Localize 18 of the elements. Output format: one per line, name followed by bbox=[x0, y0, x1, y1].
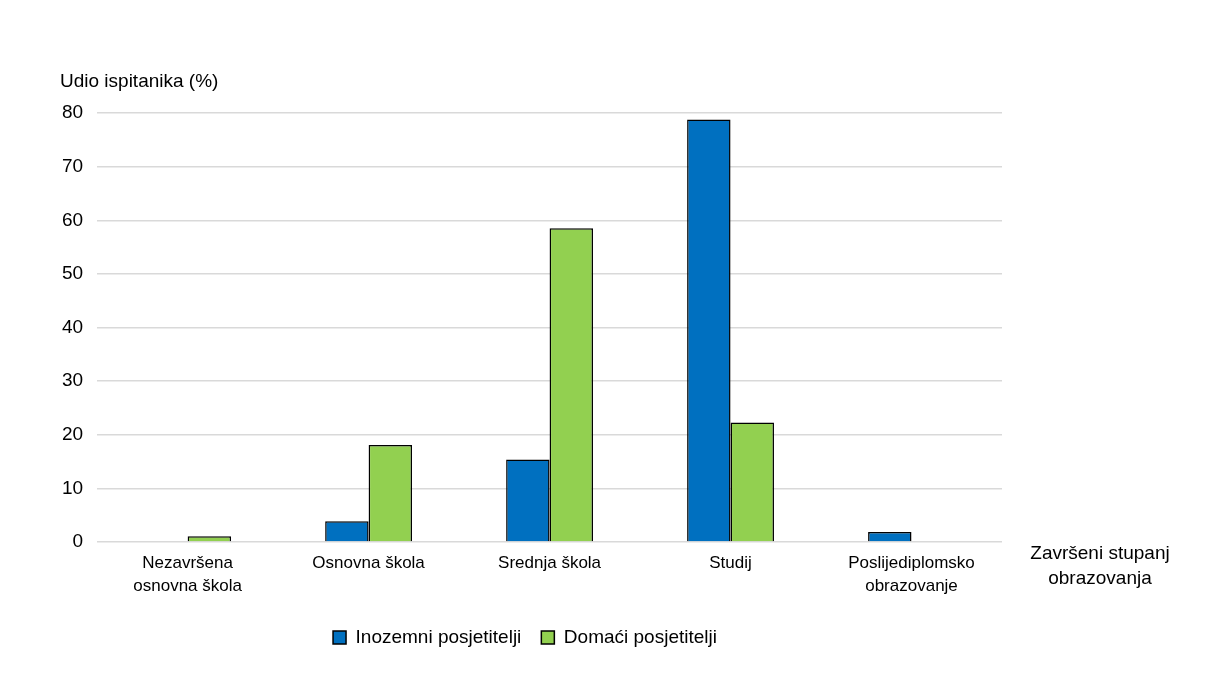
y-tick-label: 50 bbox=[61, 262, 84, 284]
x-tick-label: Nezavršena osnovna škola bbox=[133, 553, 243, 596]
y-tick-label: 0 bbox=[72, 530, 84, 552]
y-tick-label: 60 bbox=[61, 208, 84, 230]
y-tick-label: 30 bbox=[61, 369, 84, 391]
legend-label: Domaći posjetitelji bbox=[563, 625, 717, 647]
y-tick-label: 40 bbox=[61, 315, 84, 337]
x-tick-label: Srednja škola bbox=[498, 553, 602, 573]
x-tick-label: Studij bbox=[709, 553, 752, 573]
x-axis-title: Završeni stupanj obrazovanja bbox=[1030, 542, 1170, 589]
y-axis-title: Udio ispitanika (%) bbox=[60, 69, 219, 91]
legend-label: Inozemni posjetitelji bbox=[355, 625, 522, 647]
x-tick-label: Osnovna škola bbox=[312, 553, 426, 573]
y-tick-label: 70 bbox=[61, 154, 84, 176]
y-tick-label: 80 bbox=[61, 101, 84, 123]
x-tick-label: Poslijediplomsko obrazovanje bbox=[848, 553, 975, 596]
y-tick-label: 20 bbox=[61, 423, 84, 445]
y-tick-label: 10 bbox=[61, 476, 84, 498]
